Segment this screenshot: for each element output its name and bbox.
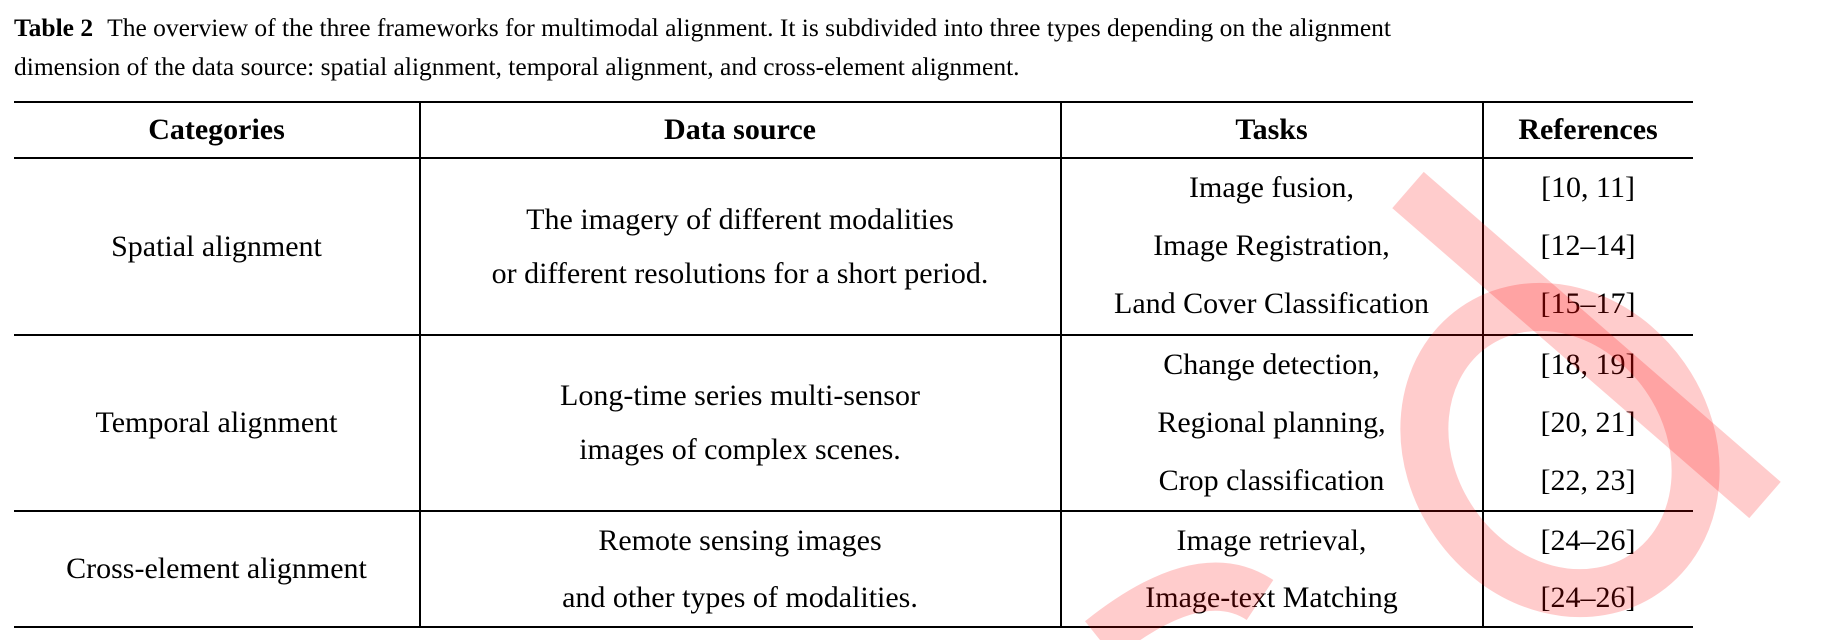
reference-cell: [24–26] bbox=[1540, 581, 1636, 614]
data-source-line: images of complex scenes. bbox=[579, 433, 901, 466]
data-source-line: and other types of modalities. bbox=[562, 581, 918, 614]
task-cell: Image fusion, bbox=[1189, 171, 1354, 204]
reference-cell: [22, 23] bbox=[1540, 464, 1636, 497]
reference-cell: [20, 21] bbox=[1540, 406, 1636, 439]
column-divider bbox=[1060, 102, 1062, 627]
reference-cell: [15–17] bbox=[1540, 287, 1636, 320]
task-cell: Image retrieval, bbox=[1176, 524, 1367, 557]
table-caption: Table 2 The overview of the three framewo… bbox=[14, 8, 1834, 86]
task-cell: Regional planning, bbox=[1157, 406, 1386, 439]
group-rule-1 bbox=[14, 334, 1693, 336]
data-source-line: or different resolutions for a short per… bbox=[491, 256, 989, 290]
header-tasks: Tasks bbox=[1235, 113, 1308, 146]
data-source-line: Long-time series multi-sensor bbox=[560, 379, 920, 412]
reference-cell: [24–26] bbox=[1540, 524, 1636, 557]
column-divider bbox=[1482, 102, 1484, 627]
header-references: References bbox=[1518, 113, 1658, 146]
task-cell: Image-text Matching bbox=[1145, 581, 1398, 614]
category-cell: Temporal alignment bbox=[95, 406, 338, 439]
caption-line-2: dimension of the data source: spatial al… bbox=[14, 52, 1020, 81]
reference-cell: [18, 19] bbox=[1540, 348, 1636, 381]
header-categories: Categories bbox=[148, 113, 285, 146]
category-cell: Cross-element alignment bbox=[66, 552, 367, 585]
category-cell: Spatial alignment bbox=[111, 230, 322, 263]
column-divider bbox=[419, 102, 421, 627]
top-rule bbox=[14, 101, 1693, 103]
caption-label: Table 2 bbox=[14, 13, 94, 42]
reference-cell: [12–14] bbox=[1540, 229, 1636, 262]
data-source-line: The imagery of different modalities bbox=[526, 202, 954, 236]
header-rule bbox=[14, 157, 1693, 159]
caption-line-1: The overview of the three frameworks for… bbox=[107, 13, 1392, 42]
data-source-line: Remote sensing images bbox=[598, 524, 882, 557]
task-cell: Crop classification bbox=[1158, 464, 1385, 497]
group-rule-2 bbox=[14, 510, 1693, 512]
task-cell: Change detection, bbox=[1163, 348, 1380, 381]
task-cell: Image Registration, bbox=[1153, 229, 1390, 262]
task-cell: Land Cover Classification bbox=[1114, 287, 1429, 320]
header-data-source: Data source bbox=[664, 113, 816, 146]
reference-cell: [10, 11] bbox=[1541, 171, 1635, 204]
bottom-rule bbox=[14, 626, 1693, 628]
